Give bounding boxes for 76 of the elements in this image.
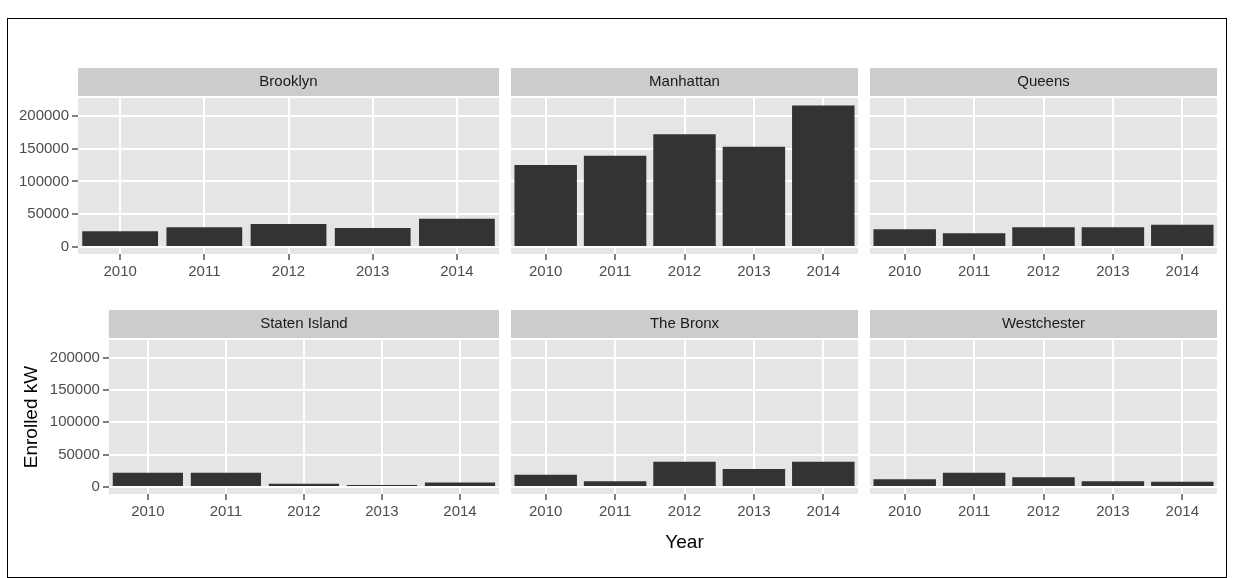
x-tick-label: 2012 [667, 262, 702, 280]
bar [1081, 481, 1145, 487]
chart-title: Westchester [1001, 314, 1086, 332]
y-tick-label: 0 [60, 237, 70, 255]
bar [942, 472, 1006, 487]
y-tick-label: 0 [91, 477, 100, 495]
bar [583, 481, 647, 487]
bar [873, 479, 936, 487]
x-tick-label: 2013 [1096, 262, 1130, 280]
bar [514, 474, 577, 487]
x-tick-label: 2013 [737, 502, 771, 520]
bar [722, 468, 786, 487]
bar [250, 223, 327, 246]
x-tick-label: 2013 [737, 262, 771, 280]
x-tick-label: 2011 [957, 262, 991, 280]
x-tick-label: 2010 [103, 262, 137, 280]
bar [1012, 227, 1075, 246]
chart-title: Brooklyn [259, 72, 318, 90]
x-tick-label: 2010 [131, 502, 165, 520]
bar [1151, 224, 1214, 246]
bar [334, 227, 411, 246]
bar [1081, 227, 1145, 246]
x-axis-title: Year [665, 530, 705, 552]
x-tick-label: 2010 [888, 262, 922, 280]
y-tick-label: 200000 [18, 106, 70, 124]
y-tick-label: 200000 [49, 347, 100, 365]
bar [873, 229, 936, 246]
bar [792, 461, 855, 487]
x-tick-label: 2012 [667, 502, 702, 520]
x-tick-label: 2014 [440, 262, 474, 280]
chart-title: Staten Island [260, 314, 348, 332]
x-tick-label: 2011 [188, 262, 221, 280]
bar [1012, 477, 1075, 487]
x-tick-label: 2011 [598, 262, 632, 280]
x-tick-label: 2011 [209, 502, 243, 520]
x-tick-label: 2010 [529, 262, 563, 280]
bar [722, 146, 786, 246]
x-tick-label: 2012 [271, 262, 306, 280]
x-tick-label: 2014 [443, 502, 477, 520]
bar [419, 218, 495, 246]
y-tick-label: 100000 [18, 171, 70, 189]
y-tick-label: 100000 [49, 412, 100, 430]
bar [514, 165, 577, 246]
bar [792, 105, 855, 246]
x-tick-label: 2013 [1096, 502, 1130, 520]
x-tick-label: 2010 [529, 502, 563, 520]
x-tick-label: 2012 [287, 502, 321, 520]
x-tick-label: 2013 [356, 262, 390, 280]
y-tick-label: 50000 [58, 444, 100, 462]
bar [166, 227, 243, 246]
y-tick-label: 150000 [18, 138, 70, 156]
x-tick-label: 2011 [957, 502, 991, 520]
chart-title: The Bronx [649, 314, 720, 332]
bar [942, 233, 1006, 246]
y-tick-label: 50000 [27, 204, 70, 222]
x-tick-label: 2013 [365, 502, 399, 520]
x-tick-label: 2011 [598, 502, 632, 520]
bar [82, 231, 159, 246]
y-axis-title: Enrolled kW [19, 365, 41, 469]
x-tick-label: 2012 [1026, 262, 1061, 280]
bar [653, 461, 716, 487]
bar [190, 472, 262, 487]
x-tick-label: 2014 [806, 502, 840, 520]
x-tick-label: 2014 [1165, 502, 1199, 520]
bar [583, 155, 647, 246]
bar [653, 134, 716, 246]
x-tick-label: 2014 [1165, 262, 1199, 280]
bar [112, 472, 183, 487]
chart-title: Queens [1017, 72, 1070, 90]
x-tick-label: 2014 [806, 262, 840, 280]
y-tick-label: 150000 [49, 380, 100, 398]
x-tick-label: 2012 [1026, 502, 1061, 520]
bar [1151, 481, 1214, 487]
x-tick-label: 2010 [888, 502, 922, 520]
bar [424, 482, 496, 487]
chart-title: Manhattan [649, 72, 720, 90]
